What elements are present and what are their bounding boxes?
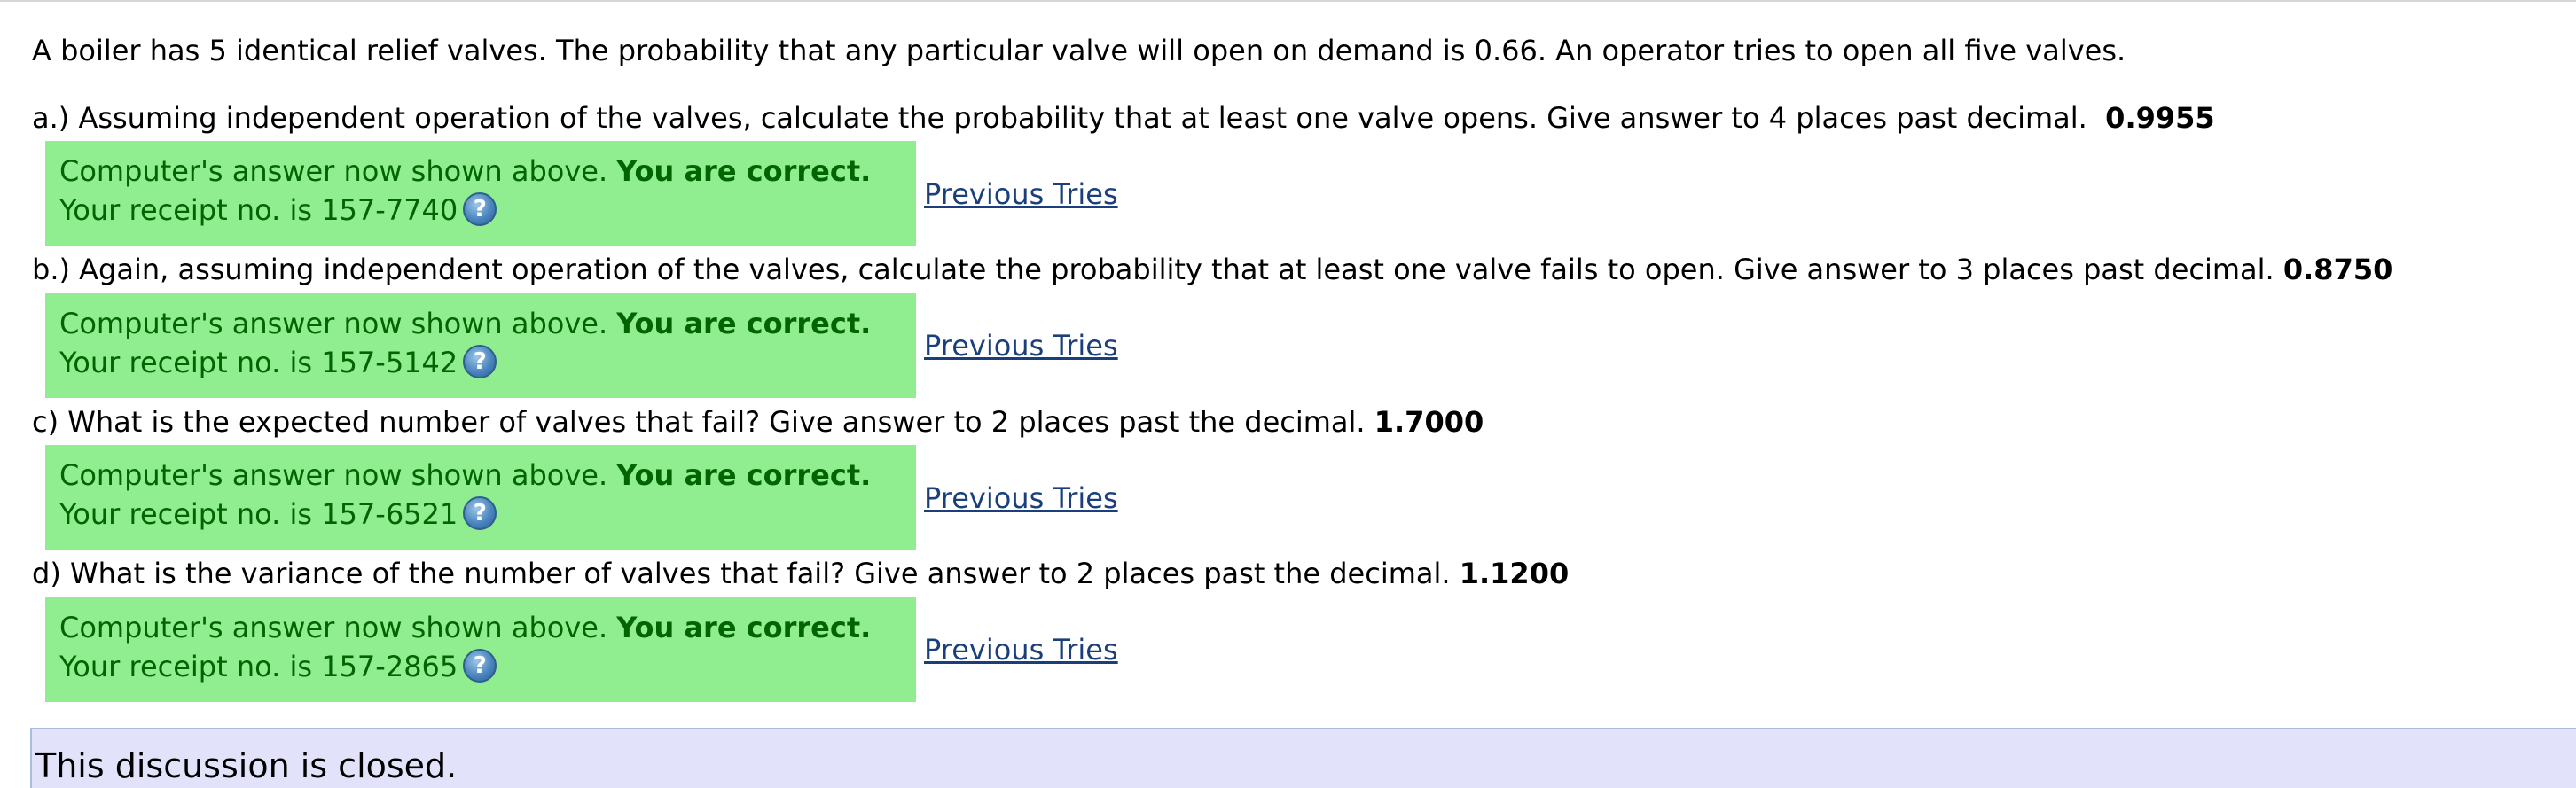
question-a-feedback: Computer's answer now shown above. You a…: [45, 141, 916, 246]
discussion-closed-text: This discussion is closed.: [35, 746, 458, 785]
previous-tries-link-d[interactable]: Previous Tries: [924, 633, 1118, 667]
help-question-icon[interactable]: [463, 649, 497, 683]
feedback-shown-text: Computer's answer now shown above.: [59, 307, 608, 340]
previous-tries-link-c[interactable]: Previous Tries: [924, 481, 1118, 515]
discussion-closed-banner: This discussion is closed.: [30, 728, 2576, 788]
feedback-correct-text: You are correct.: [616, 154, 872, 188]
receipt-text: Your receipt no. is 157-5142: [59, 346, 458, 379]
question-d-feedback: Computer's answer now shown above. You a…: [45, 597, 916, 702]
feedback-correct-text: You are correct.: [616, 611, 872, 644]
question-b: b.) Again, assuming independent operatio…: [32, 252, 2392, 287]
top-divider: [0, 0, 2576, 2]
question-a-prompt: a.) Assuming independent operation of th…: [32, 101, 2087, 135]
question-b-prompt: b.) Again, assuming independent operatio…: [32, 253, 2275, 286]
question-a-answer: 0.9955: [2105, 101, 2215, 135]
help-question-icon[interactable]: [463, 192, 497, 226]
feedback-correct-text: You are correct.: [616, 307, 872, 340]
help-question-icon[interactable]: [463, 496, 497, 530]
question-d: d) What is the variance of the number of…: [32, 556, 1569, 591]
question-b-answer: 0.8750: [2282, 253, 2393, 286]
receipt-text: Your receipt no. is 157-6521: [59, 497, 458, 531]
question-c-prompt: c) What is the expected number of valves…: [32, 405, 1366, 439]
feedback-shown-text: Computer's answer now shown above.: [59, 611, 608, 644]
problem-intro: A boiler has 5 identical relief valves. …: [32, 34, 2126, 67]
question-c: c) What is the expected number of valves…: [32, 404, 1484, 440]
feedback-shown-text: Computer's answer now shown above.: [59, 154, 608, 188]
previous-tries-link-a[interactable]: Previous Tries: [924, 177, 1118, 211]
receipt-text: Your receipt no. is 157-2865: [59, 650, 458, 683]
feedback-shown-text: Computer's answer now shown above.: [59, 458, 608, 492]
feedback-correct-text: You are correct.: [616, 458, 872, 492]
question-d-prompt: d) What is the variance of the number of…: [32, 557, 1451, 590]
question-d-answer: 1.1200: [1459, 557, 1570, 590]
question-a: a.) Assuming independent operation of th…: [32, 100, 2215, 136]
receipt-text: Your receipt no. is 157-7740: [59, 193, 458, 227]
question-b-feedback: Computer's answer now shown above. You a…: [45, 293, 916, 398]
question-c-feedback: Computer's answer now shown above. You a…: [45, 445, 916, 550]
help-question-icon[interactable]: [463, 345, 497, 378]
question-c-answer: 1.7000: [1374, 405, 1484, 439]
previous-tries-link-b[interactable]: Previous Tries: [924, 329, 1118, 363]
